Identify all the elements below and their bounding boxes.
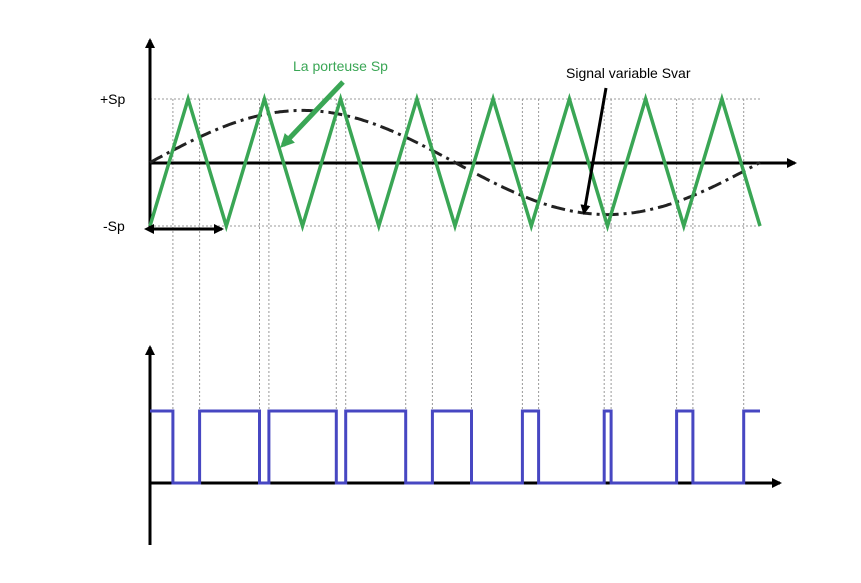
modulating-signal: [149, 108, 761, 217]
carrier-callout-arrow: [280, 80, 345, 148]
carrier-triangle-wave: [148, 92, 762, 233]
signal-callout-label: Signal variable Svar: [566, 65, 691, 81]
minus-sp-label: -Sp: [103, 218, 125, 234]
signal-callout-arrow: [580, 87, 608, 215]
pwm-output-signal: [150, 409, 760, 485]
plus-sp-label: +Sp: [100, 91, 126, 107]
carrier-callout-label: La porteuse Sp: [293, 58, 388, 74]
